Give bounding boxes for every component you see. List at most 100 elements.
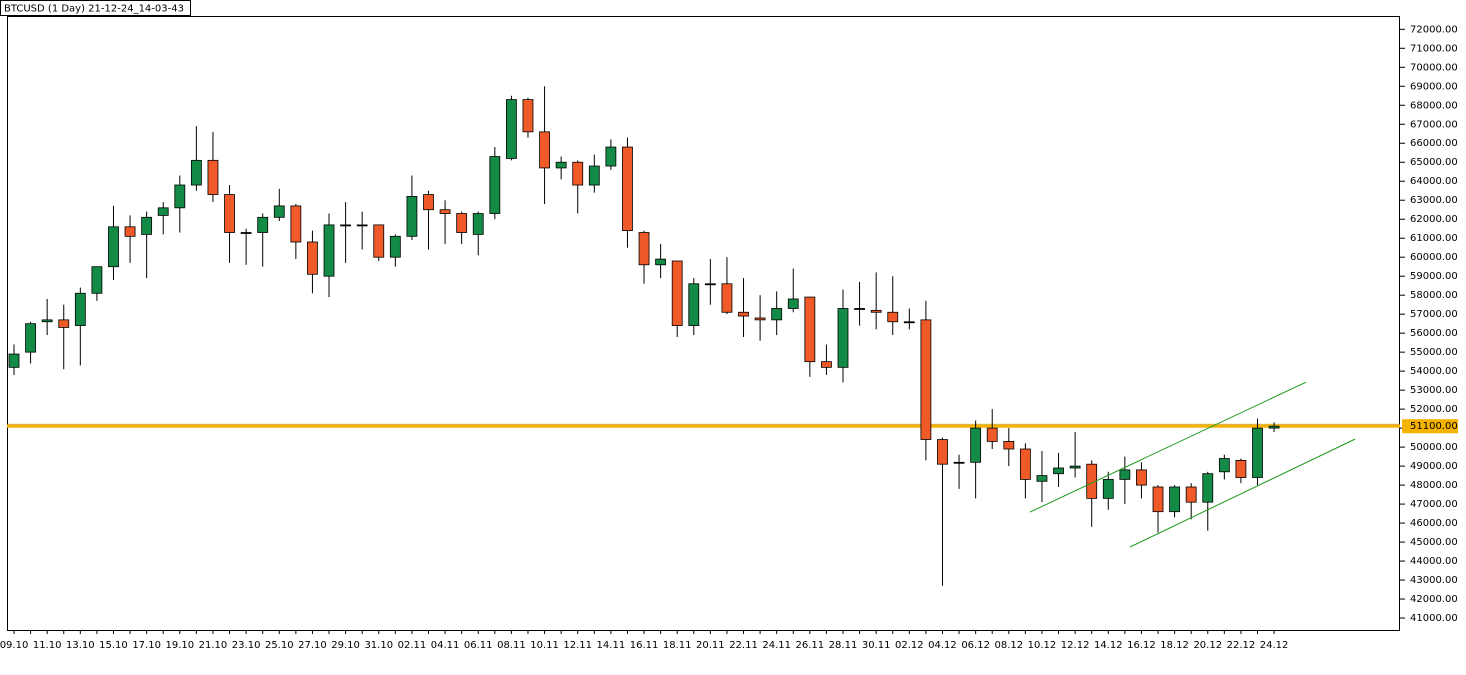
title-box xyxy=(0,0,191,16)
x-tick-label: 26.11 xyxy=(796,640,825,651)
candle-body xyxy=(74,292,86,326)
candle-body xyxy=(58,319,70,328)
x-tick-label: 14.11 xyxy=(597,640,626,651)
candle-body xyxy=(671,260,683,326)
y-tick-label: 65000.00 xyxy=(1410,157,1458,168)
candle-body xyxy=(224,194,235,233)
candle-body xyxy=(124,226,136,237)
x-tick-label: 24.11 xyxy=(762,640,791,651)
y-tick-label: 71000.00 xyxy=(1410,43,1458,54)
candle-body xyxy=(572,161,584,186)
candle-body xyxy=(257,216,269,233)
candle-body xyxy=(174,184,186,209)
x-tick-label: 15.10 xyxy=(99,640,128,651)
x-tick-label: 11.10 xyxy=(33,640,62,651)
y-tick-label: 54000.00 xyxy=(1410,366,1458,377)
y-tick-label: 70000.00 xyxy=(1410,62,1458,73)
candle-body xyxy=(307,241,318,275)
candle-body xyxy=(472,213,484,235)
candle-body xyxy=(787,298,799,309)
y-tick-label: 72000.00 xyxy=(1410,24,1458,35)
candle-body xyxy=(340,224,352,227)
candle-body xyxy=(1053,467,1064,475)
x-tick-label: 02.12 xyxy=(895,640,924,651)
candle-body xyxy=(837,308,849,368)
candle-body xyxy=(704,283,716,286)
candle-body xyxy=(423,194,434,211)
candle-body xyxy=(91,266,103,294)
candle-body xyxy=(456,213,468,233)
candle-body xyxy=(1102,478,1114,499)
candle-body xyxy=(8,353,20,368)
x-tick-label: 18.11 xyxy=(663,640,692,651)
candle-body xyxy=(505,99,517,159)
trendline xyxy=(1129,438,1356,548)
candle-body xyxy=(588,165,600,186)
candle-body xyxy=(539,131,550,169)
candle-body xyxy=(986,427,998,442)
y-tick-label: 56000.00 xyxy=(1410,328,1458,339)
y-tick-label: 69000.00 xyxy=(1410,81,1458,92)
x-tick-label: 20.11 xyxy=(696,640,725,651)
candle-body xyxy=(439,209,451,214)
x-tick-label: 25.10 xyxy=(265,640,294,651)
y-tick-label: 62000.00 xyxy=(1410,214,1458,225)
candle-body xyxy=(854,308,865,310)
x-tick-label: 10.12 xyxy=(1028,640,1057,651)
x-tick-label: 24.12 xyxy=(1260,640,1289,651)
x-tick-label: 12.12 xyxy=(1061,640,1090,651)
x-tick-label: 12.11 xyxy=(563,640,592,651)
x-tick-label: 08.12 xyxy=(994,640,1023,651)
candle-body xyxy=(555,161,567,169)
x-tick-label: 08.11 xyxy=(497,640,526,651)
candle-body xyxy=(108,226,119,268)
candle-body xyxy=(655,258,667,266)
candle-body xyxy=(870,309,882,313)
chart-title: BTCUSD (1 Day) 21-12-24_14-03-43 xyxy=(4,4,184,15)
y-tick-label: 64000.00 xyxy=(1410,176,1458,187)
candle-body xyxy=(1069,465,1081,469)
x-tick-label: 28.11 xyxy=(829,640,858,651)
x-tick-label: 22.12 xyxy=(1227,640,1256,651)
candle-body xyxy=(389,235,401,258)
candle-body xyxy=(25,323,36,353)
candle-body xyxy=(207,159,219,195)
x-tick-label: 16.12 xyxy=(1127,640,1156,651)
candle-body xyxy=(356,224,368,227)
candle-body xyxy=(1218,458,1230,473)
candle-body xyxy=(920,319,932,440)
candle-body xyxy=(1252,427,1263,478)
candle-body xyxy=(290,205,302,243)
y-tick-label: 44000.00 xyxy=(1410,556,1458,567)
candle-body xyxy=(1019,448,1031,480)
x-tick-label: 29.10 xyxy=(331,640,360,651)
candle-body xyxy=(887,311,899,323)
y-tick-label: 61000.00 xyxy=(1410,233,1458,244)
x-tick-label: 14.12 xyxy=(1094,640,1123,651)
candle-body xyxy=(821,361,832,368)
plot-frame xyxy=(7,16,1400,631)
x-tick-label: 02.11 xyxy=(398,640,427,651)
candle-body xyxy=(738,311,749,317)
candle-body xyxy=(1235,460,1247,478)
x-tick-label: 27.10 xyxy=(298,640,327,651)
candle-body xyxy=(240,232,252,234)
candle-body xyxy=(1086,463,1098,499)
y-tick-label: 60000.00 xyxy=(1410,252,1458,263)
candle-body xyxy=(141,216,153,235)
y-tick-label: 59000.00 xyxy=(1410,271,1458,282)
candle-body xyxy=(1119,469,1131,480)
candle-body xyxy=(489,156,501,214)
x-tick-label: 21.10 xyxy=(199,640,228,651)
candle-body xyxy=(157,207,169,216)
x-tick-label: 22.11 xyxy=(729,640,758,651)
x-tick-label: 10.11 xyxy=(530,640,559,651)
y-tick-label: 47000.00 xyxy=(1410,499,1458,510)
y-tick-label: 53000.00 xyxy=(1410,385,1458,396)
x-tick-label: 04.12 xyxy=(928,640,957,651)
x-tick-label: 20.12 xyxy=(1193,640,1222,651)
x-tick-label: 19.10 xyxy=(165,640,194,651)
y-tick-label: 57000.00 xyxy=(1410,309,1458,320)
candle-body xyxy=(522,99,534,133)
